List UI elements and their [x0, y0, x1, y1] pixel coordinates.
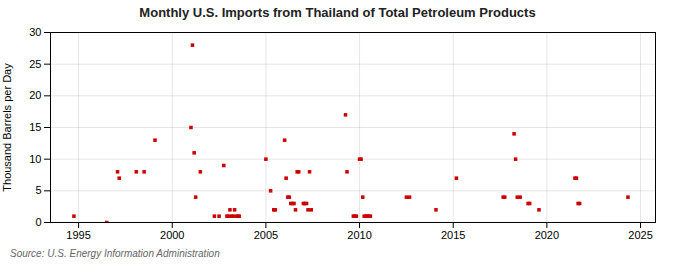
svg-text:Thousand Barrels per Day: Thousand Barrels per Day — [1, 63, 13, 192]
svg-text:20: 20 — [29, 89, 41, 101]
svg-text:2010: 2010 — [347, 229, 371, 241]
svg-text:30: 30 — [29, 26, 41, 38]
html-text:Monthly U.S. Imports from Thai: Monthly U.S. Imports from Thailand of To… — [139, 5, 536, 20]
svg-text:10: 10 — [29, 153, 41, 165]
svg-text:2015: 2015 — [441, 229, 465, 241]
svg-text:0: 0 — [35, 216, 41, 228]
svg-text:5: 5 — [35, 184, 41, 196]
svg-text:2000: 2000 — [160, 229, 184, 241]
svg-text:25: 25 — [29, 58, 41, 70]
svg-text:2025: 2025 — [628, 229, 652, 241]
svg-text:2020: 2020 — [535, 229, 559, 241]
svg-text:1995: 1995 — [66, 229, 90, 241]
svg-text:2005: 2005 — [254, 229, 278, 241]
svg-text:15: 15 — [29, 121, 41, 133]
html-text:Source: U.S. Energy Informatio: Source: U.S. Energy Information Administ… — [10, 248, 220, 259]
